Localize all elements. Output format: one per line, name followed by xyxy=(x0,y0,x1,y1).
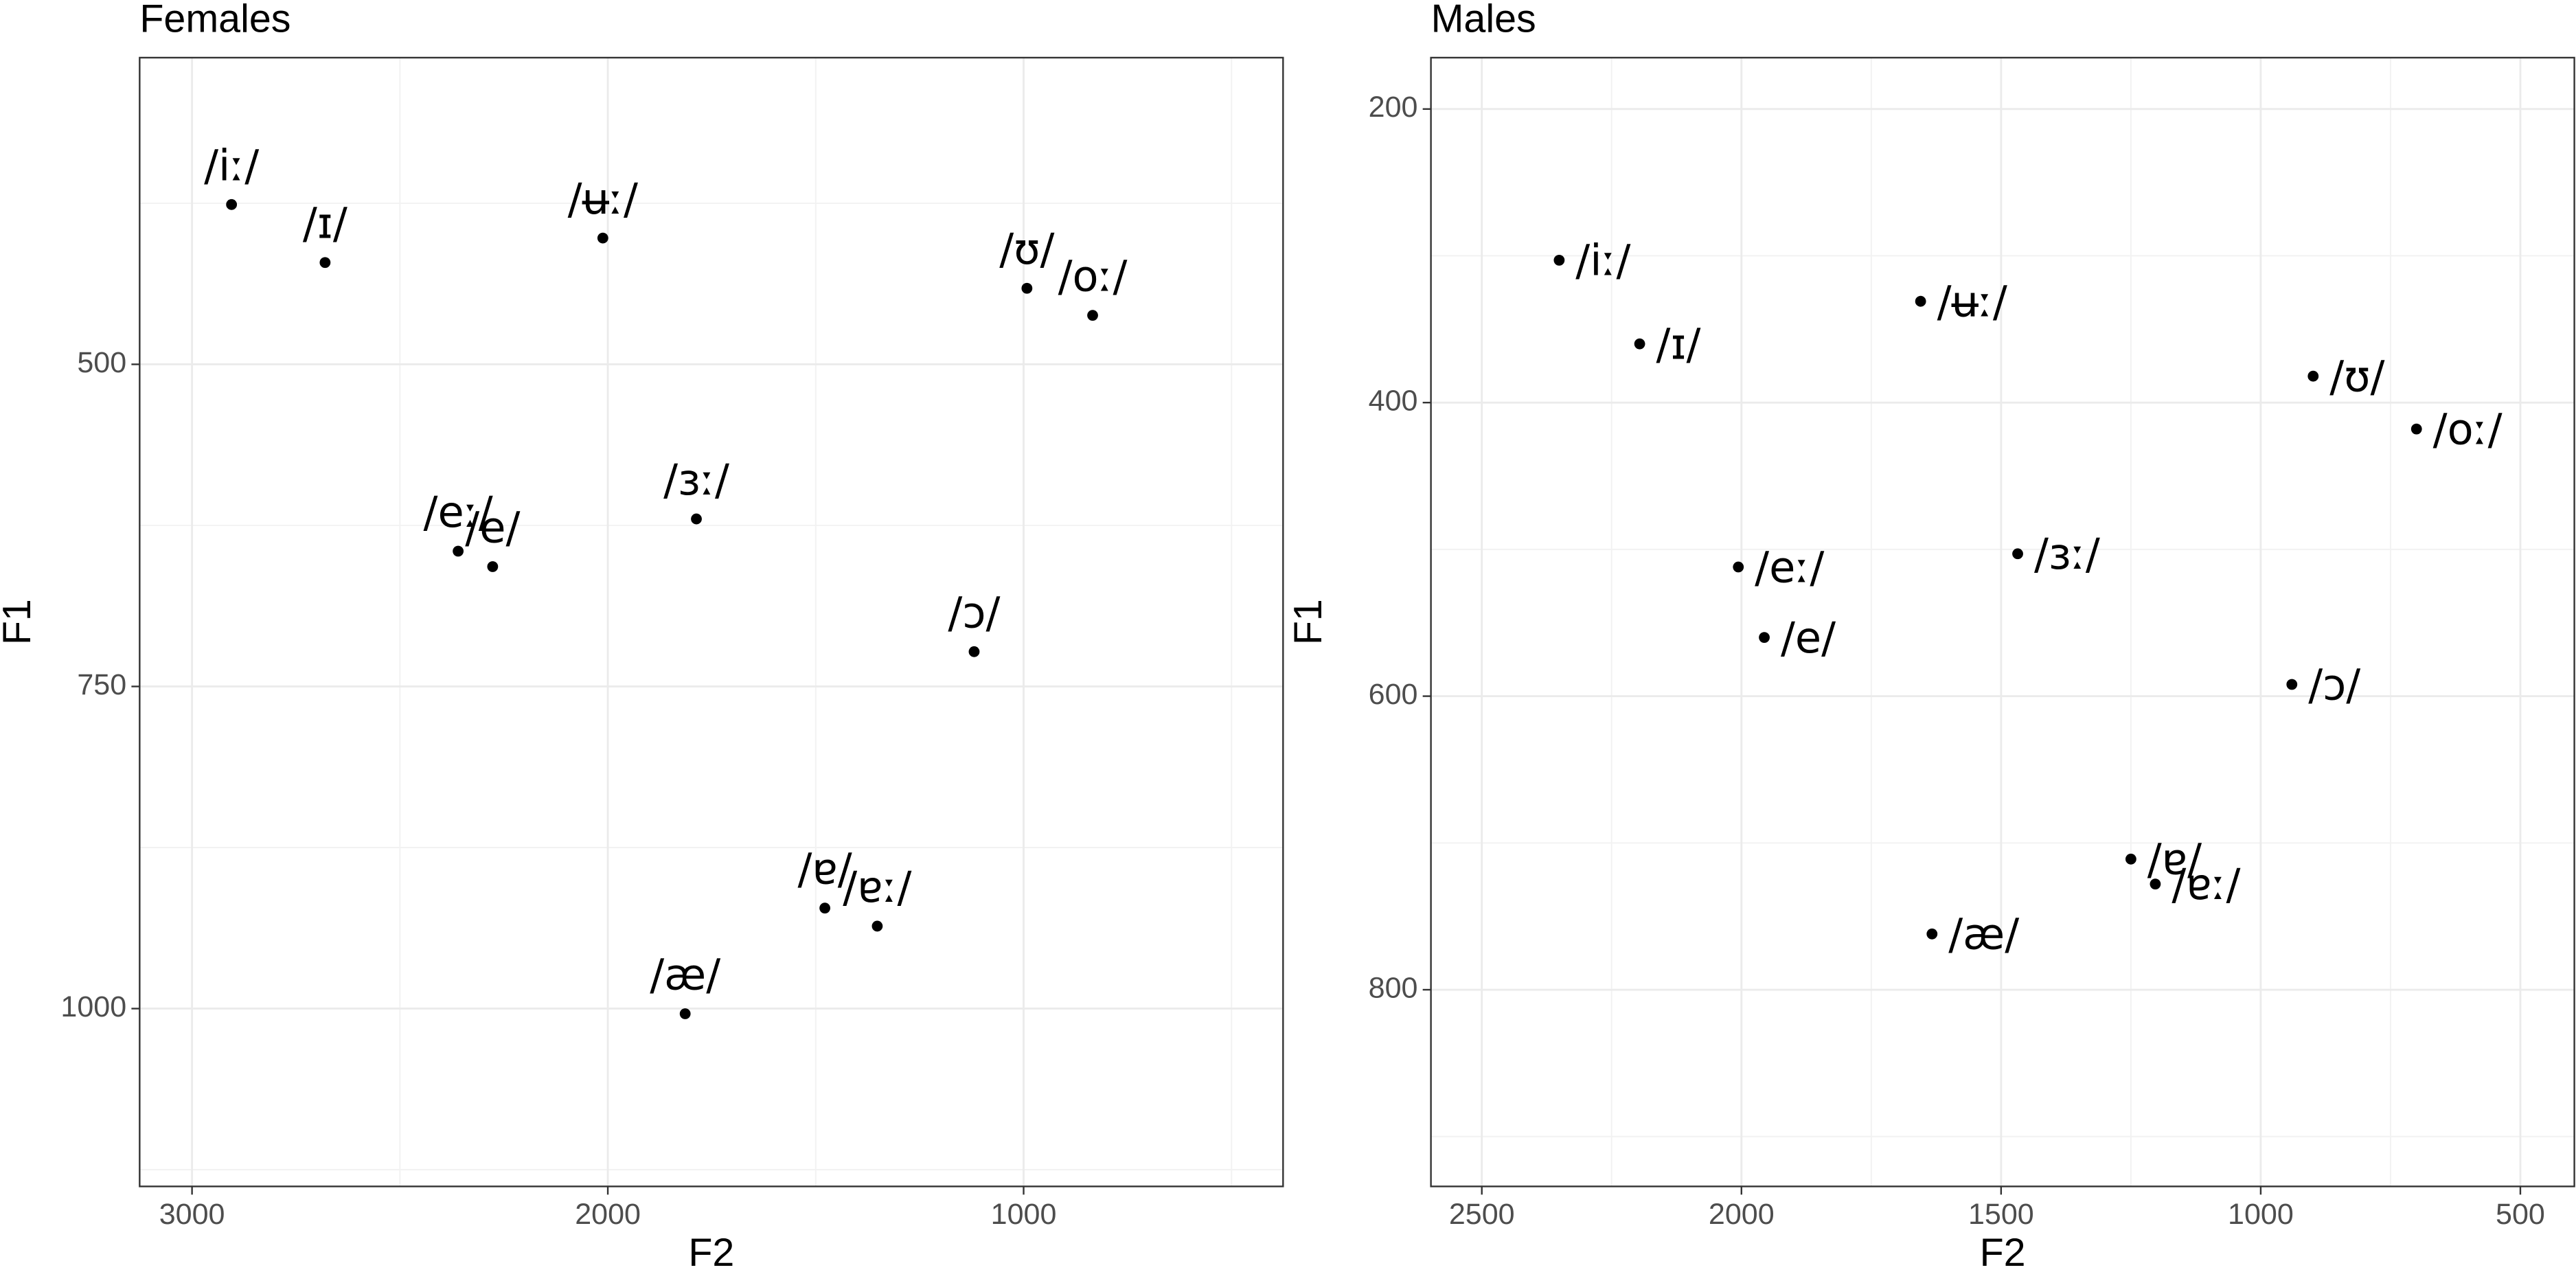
point-label: /eː/ xyxy=(1755,542,1824,592)
x-tick-label: 1500 xyxy=(1968,1198,2034,1231)
panel-title: Females xyxy=(139,0,290,41)
point-label: /ʉː/ xyxy=(1937,277,2007,327)
plot-border xyxy=(139,56,1284,1188)
point-label: /iː/ xyxy=(204,140,259,190)
point-label: /ɪ/ xyxy=(1656,319,1701,370)
point xyxy=(2410,423,2422,435)
point xyxy=(226,198,238,210)
y-tick-label: 750 xyxy=(77,668,126,701)
point-label: /æ/ xyxy=(650,949,720,999)
point-label: /ɪ/ xyxy=(303,198,347,249)
y-tick-label: 600 xyxy=(1369,678,1418,711)
point-label: /ɐ/ xyxy=(2147,834,2202,885)
x-tick-label: 3000 xyxy=(159,1198,225,1231)
plot-border xyxy=(1430,56,2575,1188)
y-tick-label: 800 xyxy=(1369,971,1418,1004)
point xyxy=(679,1008,691,1019)
x-tick-label: 2000 xyxy=(575,1198,641,1231)
point xyxy=(1087,310,1098,321)
point xyxy=(1553,254,1565,266)
point xyxy=(453,545,464,557)
point-label: /ɐː/ xyxy=(843,862,911,912)
point xyxy=(691,513,702,525)
point-label: /e/ xyxy=(465,502,520,552)
x-axis-title: F2 xyxy=(1980,1231,2026,1272)
point-label: /ʊ/ xyxy=(999,224,1054,274)
x-axis-title: F2 xyxy=(688,1231,734,1272)
point-label: /ɔ/ xyxy=(2308,659,2360,709)
point xyxy=(819,902,831,914)
point-label: /ɔ/ xyxy=(948,587,1000,637)
point xyxy=(1733,561,1744,573)
point-label: /ɜː/ xyxy=(663,455,729,505)
point xyxy=(487,561,499,572)
point xyxy=(1926,928,1938,940)
point xyxy=(2012,548,2023,560)
point-label: /oː/ xyxy=(1058,251,1128,302)
plot-background xyxy=(139,57,1284,1187)
point xyxy=(2150,878,2161,890)
x-tick-label: 2000 xyxy=(1709,1198,1775,1231)
point xyxy=(1021,282,1033,294)
y-axis-title: F1 xyxy=(0,599,39,645)
y-tick-label: 500 xyxy=(77,346,126,379)
point xyxy=(968,646,980,657)
point xyxy=(1759,632,1770,644)
point xyxy=(2307,370,2319,382)
panel-title: Males xyxy=(1431,0,1536,41)
y-tick-label: 1000 xyxy=(60,990,126,1023)
point-label: /ʊ/ xyxy=(2329,352,2384,402)
point-label: /eː/ xyxy=(424,487,493,537)
point-label: /e/ xyxy=(1781,613,1836,663)
point-label: /ʉː/ xyxy=(568,174,638,224)
point-label: /ɐ/ xyxy=(798,844,852,894)
x-tick-label: 2500 xyxy=(1449,1198,1515,1231)
point-label: /oː/ xyxy=(2433,404,2503,454)
point xyxy=(2286,679,2298,690)
y-axis-title: F1 xyxy=(1286,599,1330,645)
y-tick-label: 400 xyxy=(1369,385,1418,418)
point xyxy=(1915,295,1926,307)
point xyxy=(319,257,331,269)
point xyxy=(2125,853,2136,865)
point xyxy=(1634,338,1645,350)
point-label: /æ/ xyxy=(1948,909,2019,959)
point xyxy=(597,232,608,244)
point-label: /iː/ xyxy=(1575,236,1630,286)
point xyxy=(871,920,883,932)
plot-background xyxy=(1431,57,2575,1187)
x-tick-label: 1000 xyxy=(2228,1198,2294,1231)
point-label: /ɜː/ xyxy=(2034,529,2100,579)
point-label: /ɐː/ xyxy=(2172,859,2240,909)
x-tick-label: 500 xyxy=(2496,1198,2545,1231)
y-tick-label: 200 xyxy=(1369,91,1418,124)
x-tick-label: 1000 xyxy=(991,1198,1057,1231)
